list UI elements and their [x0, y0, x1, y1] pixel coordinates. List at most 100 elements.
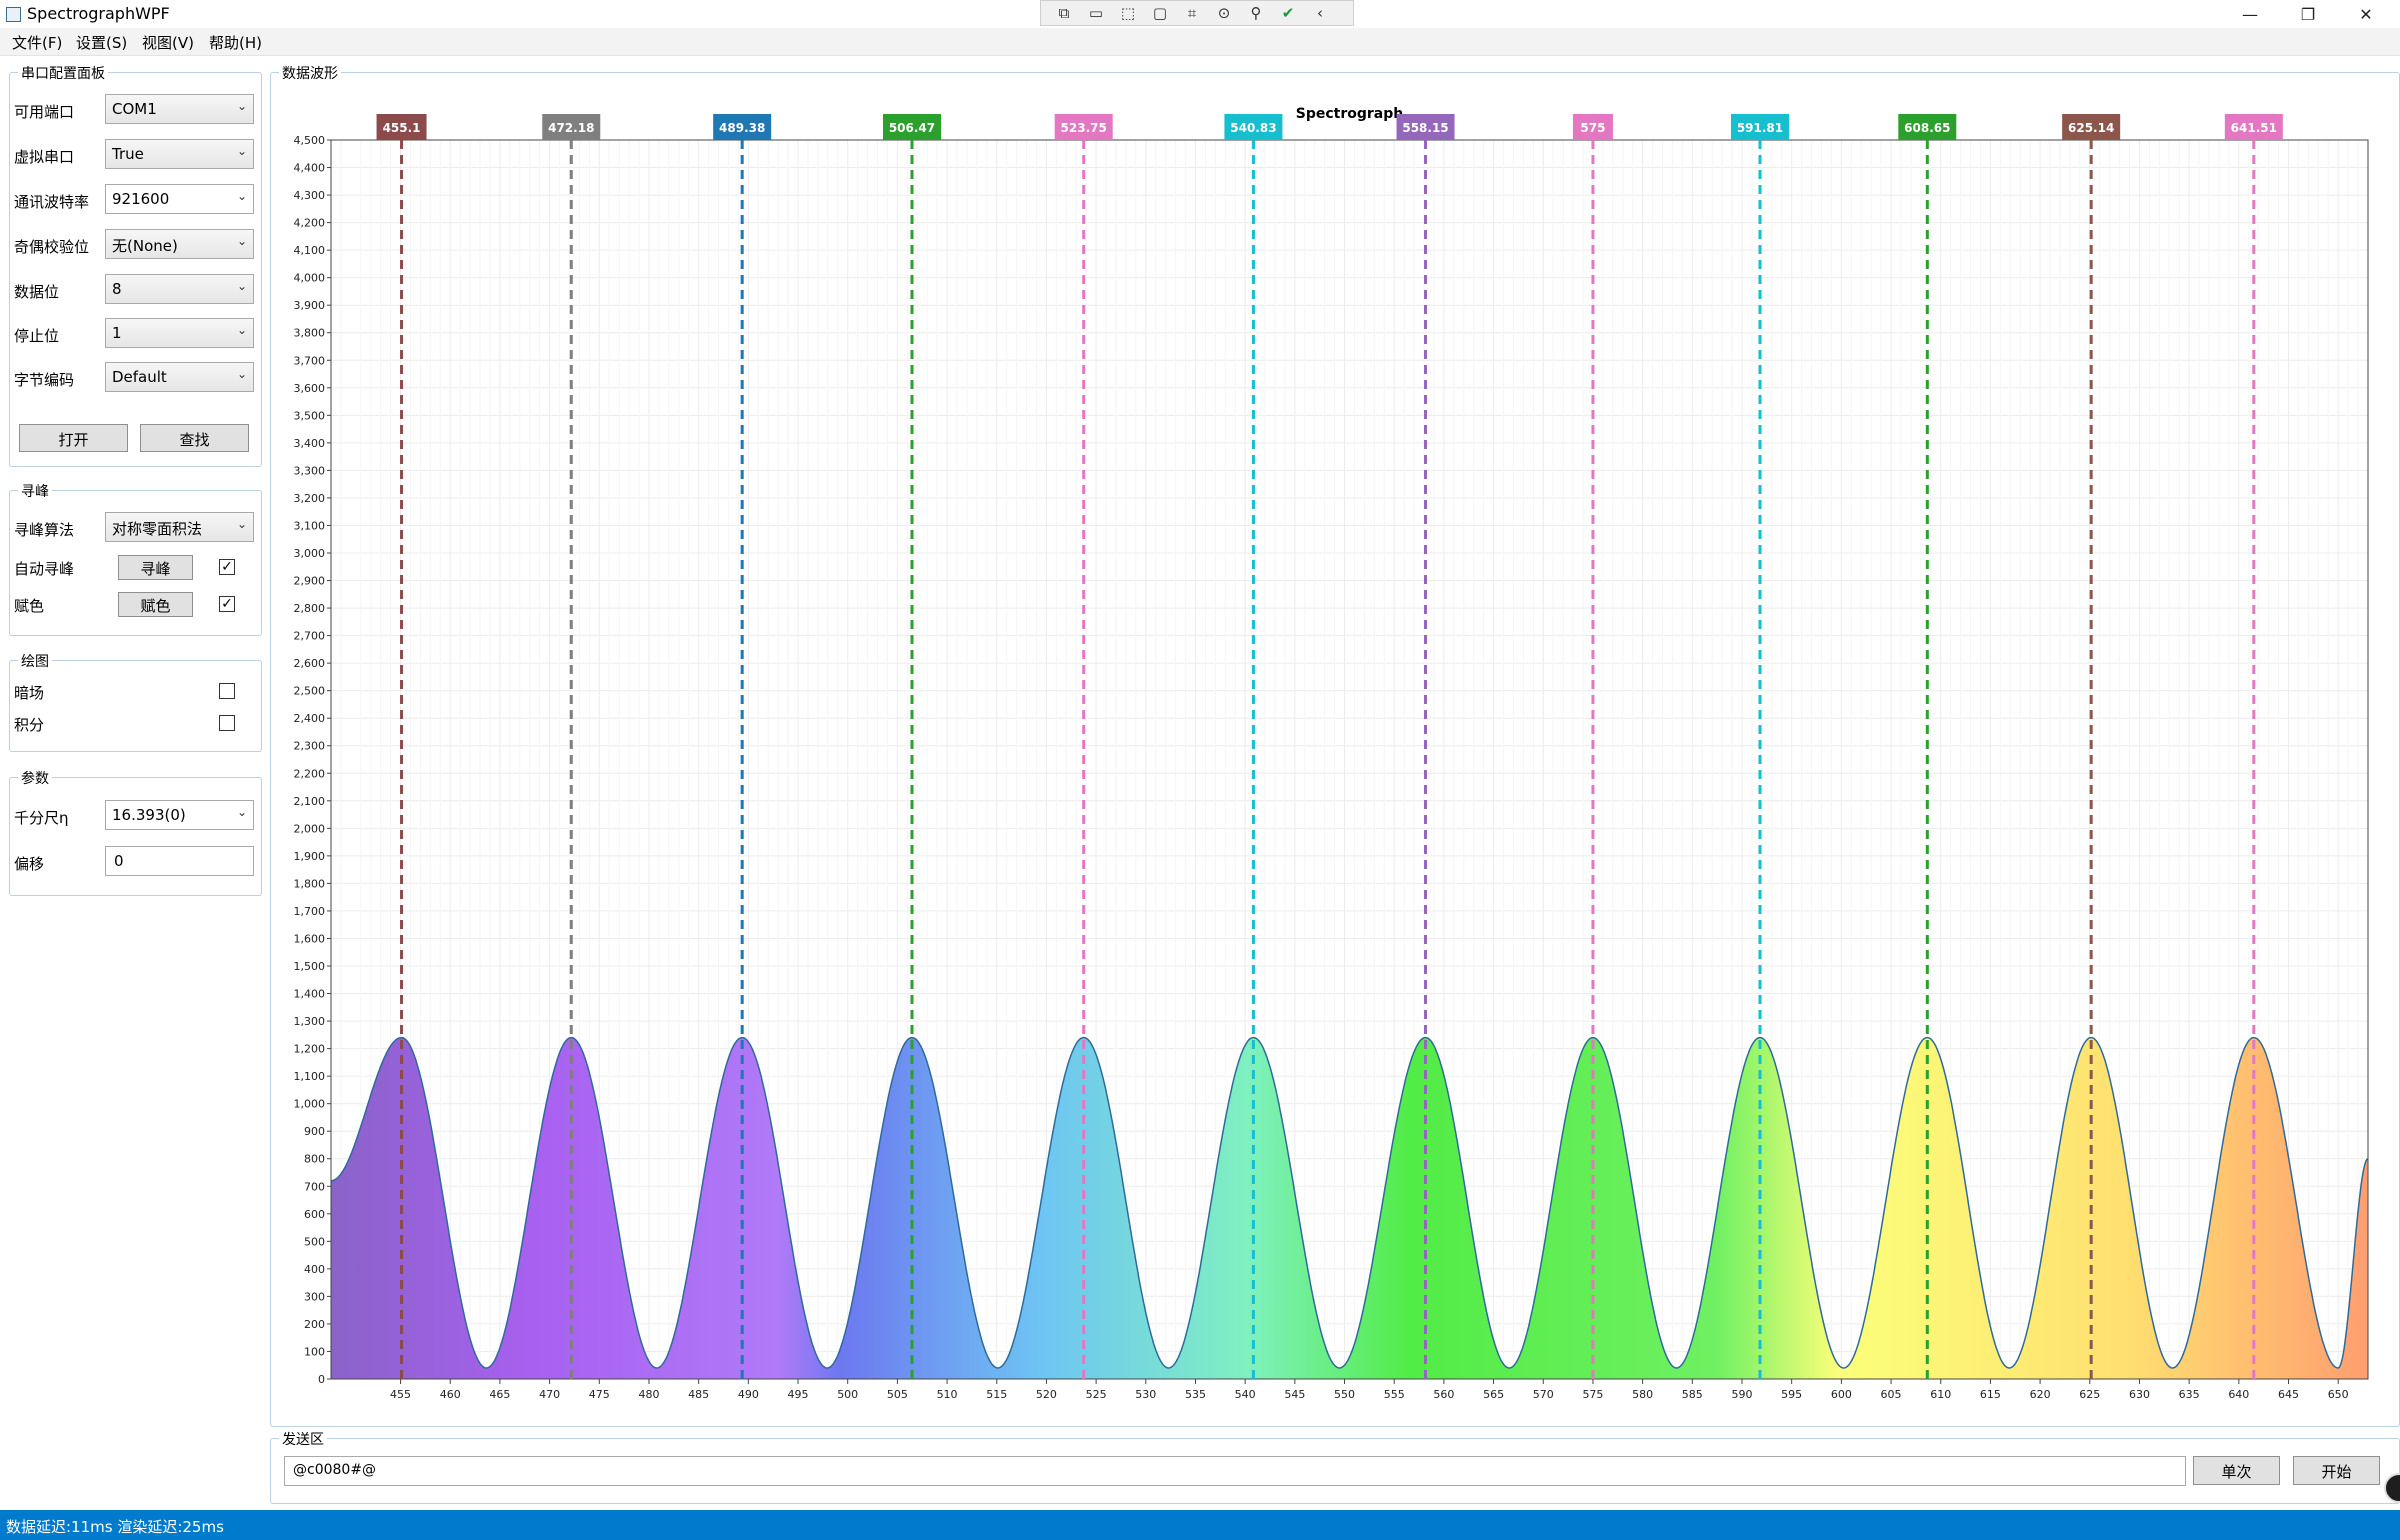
x-tick-label: 460 — [440, 1388, 461, 1401]
status-bar: 数据延迟:11ms 渲染延迟:25ms — [0, 1510, 2400, 1540]
stopbits-value: 1 — [112, 324, 122, 342]
window-title: SpectrographWPF — [27, 4, 170, 23]
x-tick-label: 585 — [1682, 1388, 1703, 1401]
y-tick-label: 600 — [304, 1208, 325, 1221]
check-icon[interactable]: ✔ — [1281, 4, 1295, 22]
spectrum-area — [331, 1037, 2368, 1379]
y-tick-label: 300 — [304, 1290, 325, 1303]
databits-label: 数据位 — [14, 283, 60, 301]
y-tick-label: 4,000 — [294, 272, 326, 285]
y-tick-label: 400 — [304, 1263, 325, 1276]
color-button[interactable]: 赋色 — [118, 592, 193, 617]
adorner-icon[interactable]: ▢ — [1152, 4, 1168, 22]
minimize-button[interactable]: — — [2242, 4, 2258, 24]
port-value: COM1 — [112, 100, 157, 118]
y-tick-label: 3,900 — [294, 299, 326, 312]
check-icon: ✓ — [221, 596, 233, 612]
peak-label-box — [1898, 114, 1957, 140]
parity-label: 奇偶校验位 — [14, 238, 90, 256]
y-tick-label: 100 — [304, 1345, 325, 1358]
color-checkbox[interactable]: ✓ — [219, 596, 235, 612]
y-tick-label: 3,200 — [294, 492, 326, 505]
x-tick-label: 630 — [2129, 1388, 2150, 1401]
y-tick-label: 3,300 — [294, 464, 326, 477]
chevron-down-icon: ⌄ — [236, 234, 247, 248]
port-select[interactable]: COM1 ⌄ — [105, 94, 254, 124]
peak-algo-select[interactable]: 对称零面积法 ⌄ — [105, 512, 254, 542]
baud-value: 921600 — [112, 190, 170, 208]
x-tick-label: 475 — [589, 1388, 610, 1401]
auto-peak-checkbox[interactable]: ✓ — [219, 559, 235, 575]
layout-icon[interactable]: ⌗ — [1187, 4, 1197, 22]
peak-label: 608.65 — [1904, 121, 1950, 135]
virtual-port-select[interactable]: True ⌄ — [105, 139, 254, 169]
parity-select[interactable]: 无(None) ⌄ — [105, 229, 254, 259]
binding-icon[interactable]: ⊙ — [1217, 4, 1231, 22]
virtual-port-value: True — [112, 145, 144, 163]
stopbits-select[interactable]: 1 ⌄ — [105, 318, 254, 348]
x-tick-label: 480 — [638, 1388, 659, 1401]
x-tick-label: 640 — [2228, 1388, 2249, 1401]
auto-peak-label: 自动寻峰 — [14, 560, 75, 578]
y-tick-label: 2,300 — [294, 740, 326, 753]
y-tick-label: 4,200 — [294, 217, 326, 230]
databits-select[interactable]: 8 ⌄ — [105, 274, 254, 304]
open-button[interactable]: 打开 — [19, 424, 128, 452]
y-tick-label: 1,500 — [294, 960, 326, 973]
collapse-icon[interactable]: ‹ — [1317, 4, 1323, 22]
start-button[interactable]: 开始 — [2293, 1456, 2380, 1485]
baud-select[interactable]: 921600 ⌄ — [105, 184, 254, 214]
menu-file[interactable]: 文件(F) — [12, 34, 63, 52]
x-tick-label: 510 — [937, 1388, 958, 1401]
offset-label: 偏移 — [14, 855, 45, 873]
encoding-select[interactable]: Default ⌄ — [105, 362, 254, 392]
spectrograph-chart[interactable]: 0 100 200 300 400 500 600 700 800 900 1,000 1,100 1,… — [272, 104, 2396, 1420]
integral-checkbox[interactable] — [219, 715, 235, 731]
y-tick-label: 2,900 — [294, 575, 326, 588]
live-tree-icon[interactable]: ⧉ — [1058, 4, 1070, 22]
peak-label: 641.51 — [2231, 121, 2277, 135]
peak-label-box — [376, 114, 427, 140]
y-tick-label: 500 — [304, 1235, 325, 1248]
y-tick-label: 1,100 — [294, 1070, 326, 1083]
peak-button[interactable]: 寻峰 — [118, 555, 193, 580]
integral-label: 积分 — [14, 716, 45, 734]
chevron-down-icon: ⌄ — [236, 189, 247, 203]
y-tick-label: 2,200 — [294, 767, 326, 780]
close-button[interactable]: ✕ — [2359, 4, 2373, 24]
dark-field-label: 暗场 — [14, 684, 45, 702]
y-tick-label: 4,100 — [294, 244, 326, 257]
plot-area — [331, 140, 2368, 1379]
x-tick-label: 555 — [1384, 1388, 1405, 1401]
y-tick-label: 1,600 — [294, 932, 326, 945]
y-tick-label: 4,300 — [294, 189, 326, 202]
debug-toolbar[interactable]: ⧉ ▭ ⬚ ▢ ⌗ ⊙ ⚲ ✔ ‹ — [1040, 0, 1354, 26]
x-tick-label: 545 — [1284, 1388, 1305, 1401]
find-button[interactable]: 查找 — [140, 424, 249, 452]
stopbits-label: 停止位 — [14, 327, 60, 345]
y-tick-label: 2,100 — [294, 795, 326, 808]
select-element-icon[interactable]: ⬚ — [1120, 4, 1136, 22]
y-tick-label: 4,500 — [294, 134, 326, 147]
menu-bar: 文件(F) 设置(S) 视图(V) 帮助(H) — [0, 28, 2400, 56]
x-tick-label: 580 — [1632, 1388, 1653, 1401]
send-input[interactable]: @c0080#@ — [284, 1456, 2186, 1486]
menu-settings[interactable]: 设置(S) — [76, 34, 128, 52]
dark-field-checkbox[interactable] — [219, 683, 235, 699]
peak-label: 506.47 — [889, 121, 935, 135]
record-icon[interactable]: ▭ — [1088, 4, 1104, 22]
x-tick-label: 610 — [1930, 1388, 1951, 1401]
accessibility-icon[interactable]: ⚲ — [1250, 4, 1262, 22]
x-tick-label: 605 — [1881, 1388, 1902, 1401]
peak-panel: 寻峰 — [9, 481, 262, 636]
menu-help[interactable]: 帮助(H) — [209, 34, 262, 52]
peak-label-box — [542, 114, 601, 140]
single-send-button[interactable]: 单次 — [2193, 1456, 2280, 1485]
y-tick-label: 1,700 — [294, 905, 326, 918]
x-tick-label: 495 — [788, 1388, 809, 1401]
x-tick-label: 635 — [2179, 1388, 2200, 1401]
micrometer-select[interactable]: 16.393(0) ⌄ — [105, 800, 254, 830]
menu-view[interactable]: 视图(V) — [142, 34, 194, 52]
offset-input[interactable]: 0 — [105, 846, 254, 876]
maximize-button[interactable]: ❐ — [2300, 4, 2316, 24]
